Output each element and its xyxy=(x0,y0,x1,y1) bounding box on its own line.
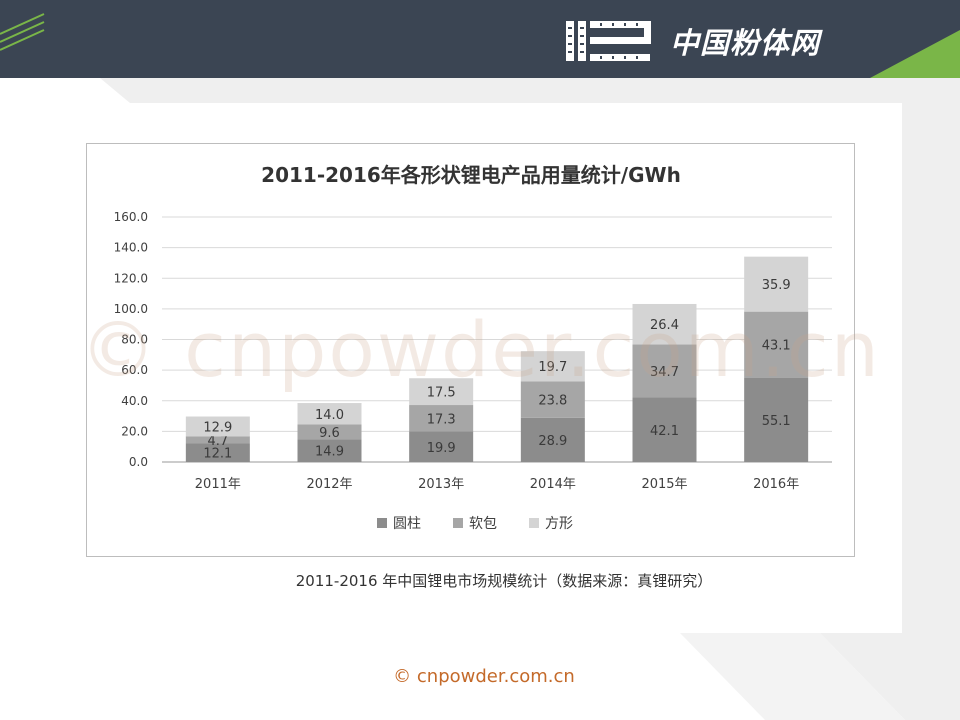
bar-segment xyxy=(632,303,697,345)
bar-segment xyxy=(409,431,474,462)
x-tick-label: 2014年 xyxy=(530,477,576,492)
y-tick-label: 160.0 xyxy=(114,210,148,224)
bar-segment xyxy=(744,311,809,378)
x-tick-label: 2016年 xyxy=(753,477,799,492)
bar-data-label: 19.9 xyxy=(427,441,456,456)
y-tick-label: 100.0 xyxy=(114,302,148,316)
bar-segment xyxy=(744,377,809,462)
bar-segment xyxy=(520,381,585,418)
bar-data-label: 55.1 xyxy=(762,414,791,429)
site-logo[interactable]: 中国粉体网 xyxy=(566,14,820,68)
legend-label: 方形 xyxy=(545,516,573,532)
bar-segment xyxy=(409,378,474,406)
bar-segment xyxy=(744,256,809,312)
legend-label: 圆柱 xyxy=(393,516,421,532)
legend-swatch xyxy=(453,518,463,528)
y-tick-label: 80.0 xyxy=(121,333,148,347)
logo-text: 中国粉体网 xyxy=(670,26,821,60)
logo-mark-icon xyxy=(566,21,651,61)
bar-data-label: 35.9 xyxy=(762,278,791,293)
bar-segment xyxy=(632,397,697,462)
bar-data-label: 42.1 xyxy=(650,424,679,439)
bar-segment xyxy=(409,405,474,432)
legend-swatch xyxy=(529,518,539,528)
bar-segment xyxy=(185,443,250,462)
legend-label: 软包 xyxy=(469,516,497,532)
header-green-wedge xyxy=(870,30,960,78)
y-tick-label: 120.0 xyxy=(114,271,148,285)
bar-data-label: 28.9 xyxy=(538,434,567,449)
bar-segment xyxy=(297,424,362,440)
bar-data-label: 14.0 xyxy=(315,408,344,423)
bar-segment xyxy=(632,344,697,398)
x-tick-label: 2015年 xyxy=(641,477,687,492)
header-stripes-decoration xyxy=(0,13,45,51)
bar-data-label: 26.4 xyxy=(650,318,679,333)
y-tick-label: 60.0 xyxy=(121,363,148,377)
x-tick-label: 2013年 xyxy=(418,477,464,492)
legend-swatch xyxy=(377,518,387,528)
bar-segment xyxy=(520,351,585,382)
chart-caption: 2011-2016 年中国锂电市场规模统计（数据来源：真锂研究） xyxy=(295,572,713,590)
bar-data-label: 23.8 xyxy=(538,394,567,409)
x-tick-label: 2012年 xyxy=(306,477,352,492)
bar-segment xyxy=(297,439,362,462)
y-tick-label: 20.0 xyxy=(121,424,148,438)
bar-segment xyxy=(297,403,362,425)
bar-data-label: 9.6 xyxy=(319,426,340,441)
bar-data-label: 12.1 xyxy=(203,447,232,462)
footer-copyright: © cnpowder.com.cn xyxy=(393,666,575,687)
bar-data-label: 34.7 xyxy=(650,365,679,380)
bar-segment xyxy=(520,417,585,462)
bar-segment xyxy=(185,436,250,444)
bar-data-label: 19.7 xyxy=(538,360,567,375)
x-tick-label: 2011年 xyxy=(195,477,241,492)
bar-data-label: 14.9 xyxy=(315,445,344,460)
header-bar: 中国粉体网 xyxy=(0,0,960,78)
bar-data-label: 17.5 xyxy=(427,386,456,401)
y-tick-label: 140.0 xyxy=(114,241,148,255)
y-tick-label: 40.0 xyxy=(121,394,148,408)
bar-data-label: 4.7 xyxy=(207,434,228,449)
bar-data-label: 43.1 xyxy=(762,339,791,354)
chart-card: 2011-2016年各形状锂电产品用量统计/GWh 0.0 20.0 40.0 60.… xyxy=(86,143,855,557)
stacked-bar-chart: 2011-2016年各形状锂电产品用量统计/GWh 0.0 20.0 40.0 60.… xyxy=(114,163,832,532)
chart-title: 2011-2016年各形状锂电产品用量统计/GWh xyxy=(261,163,681,187)
bar-data-label: 12.9 xyxy=(203,420,232,435)
y-tick-label: 0.0 xyxy=(129,455,148,469)
bar-segment xyxy=(185,416,250,437)
bar-data-label: 17.3 xyxy=(427,412,456,427)
